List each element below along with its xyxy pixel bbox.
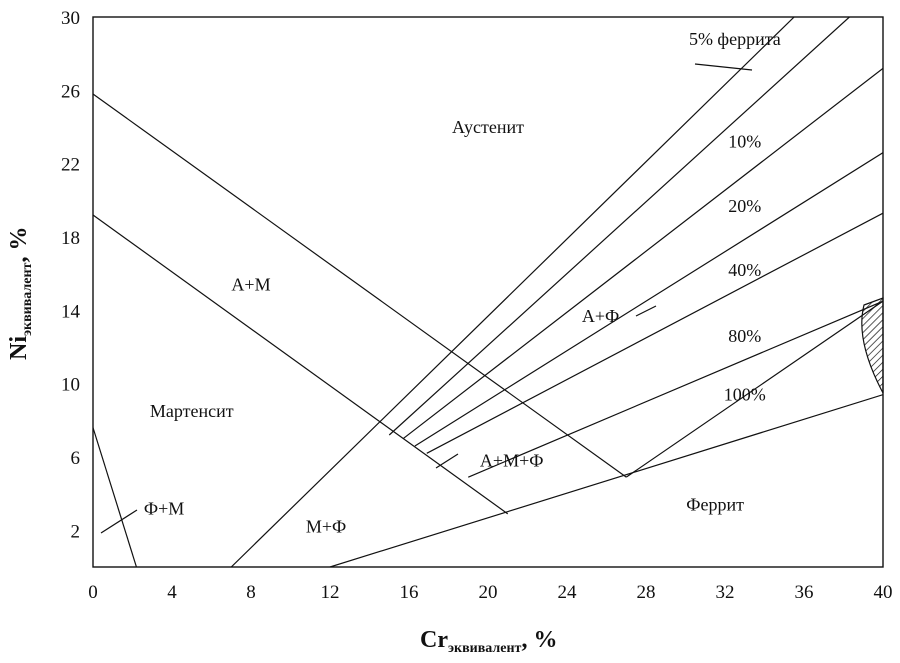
plot-frame <box>92 16 884 568</box>
region-label: Ф+М <box>144 498 184 518</box>
y-tick-label: 10 <box>61 375 80 396</box>
region-label: 5% феррита <box>689 29 781 49</box>
x-tick-label: 16 <box>400 582 419 603</box>
region-label: А+Ф <box>582 306 619 326</box>
y-axis-label: Niэквивалент, % <box>6 227 35 360</box>
y-tick-label: 6 <box>71 448 81 469</box>
y-tick-label: 26 <box>61 81 80 102</box>
boundary-line <box>93 214 509 515</box>
x-axis-ticks: 0 4 8 12 16 20 24 28 32 36 40 <box>88 582 892 603</box>
x-tick-label: 40 <box>874 582 893 603</box>
hatched-region <box>861 297 884 394</box>
y-tick-label: 22 <box>61 155 80 176</box>
x-tick-label: 20 <box>479 582 498 603</box>
region-label: Феррит <box>686 495 744 515</box>
region-labels: 5% феррита 10% 20% 40% 80% 100% Аустенит А+М Мар… <box>144 29 781 537</box>
x-tick-label: 8 <box>246 582 256 603</box>
x-tick-label: 0 <box>88 582 98 603</box>
boundary-line <box>625 300 883 478</box>
boundary-line <box>388 17 850 436</box>
boundary-line <box>93 93 627 478</box>
boundary-lines <box>93 17 883 567</box>
boundary-line <box>402 67 883 440</box>
x-tick-label: 36 <box>795 582 814 603</box>
x-tick-label: 4 <box>167 582 177 603</box>
region-label: А+М <box>231 275 270 295</box>
boundary-line <box>93 427 138 567</box>
region-label: Мартенсит <box>150 401 234 421</box>
x-tick-label: 12 <box>321 582 340 603</box>
region-label: 10% <box>728 132 761 152</box>
leader-lines <box>100 63 753 534</box>
y-tick-label: 14 <box>61 301 81 322</box>
boundary-line <box>230 17 795 567</box>
x-tick-label: 28 <box>637 582 656 603</box>
region-label: 100% <box>724 385 766 405</box>
region-label: 20% <box>728 196 761 216</box>
region-label: Аустенит <box>452 117 524 137</box>
region-label: А+М+Ф <box>480 451 544 471</box>
region-label: 40% <box>728 260 761 280</box>
x-tick-label: 32 <box>716 582 735 603</box>
y-tick-label: 18 <box>61 228 80 249</box>
boundary-line <box>426 212 883 454</box>
y-tick-label: 2 <box>71 521 81 542</box>
region-label: 80% <box>728 326 761 346</box>
y-tick-label: 30 <box>61 8 80 29</box>
region-label: М+Ф <box>306 517 346 537</box>
x-axis-label: Crэквивалент, % <box>420 627 557 656</box>
boundary-line <box>329 394 883 567</box>
boundary-line <box>414 152 883 447</box>
boundary-line <box>468 300 883 478</box>
x-tick-label: 24 <box>558 582 578 603</box>
